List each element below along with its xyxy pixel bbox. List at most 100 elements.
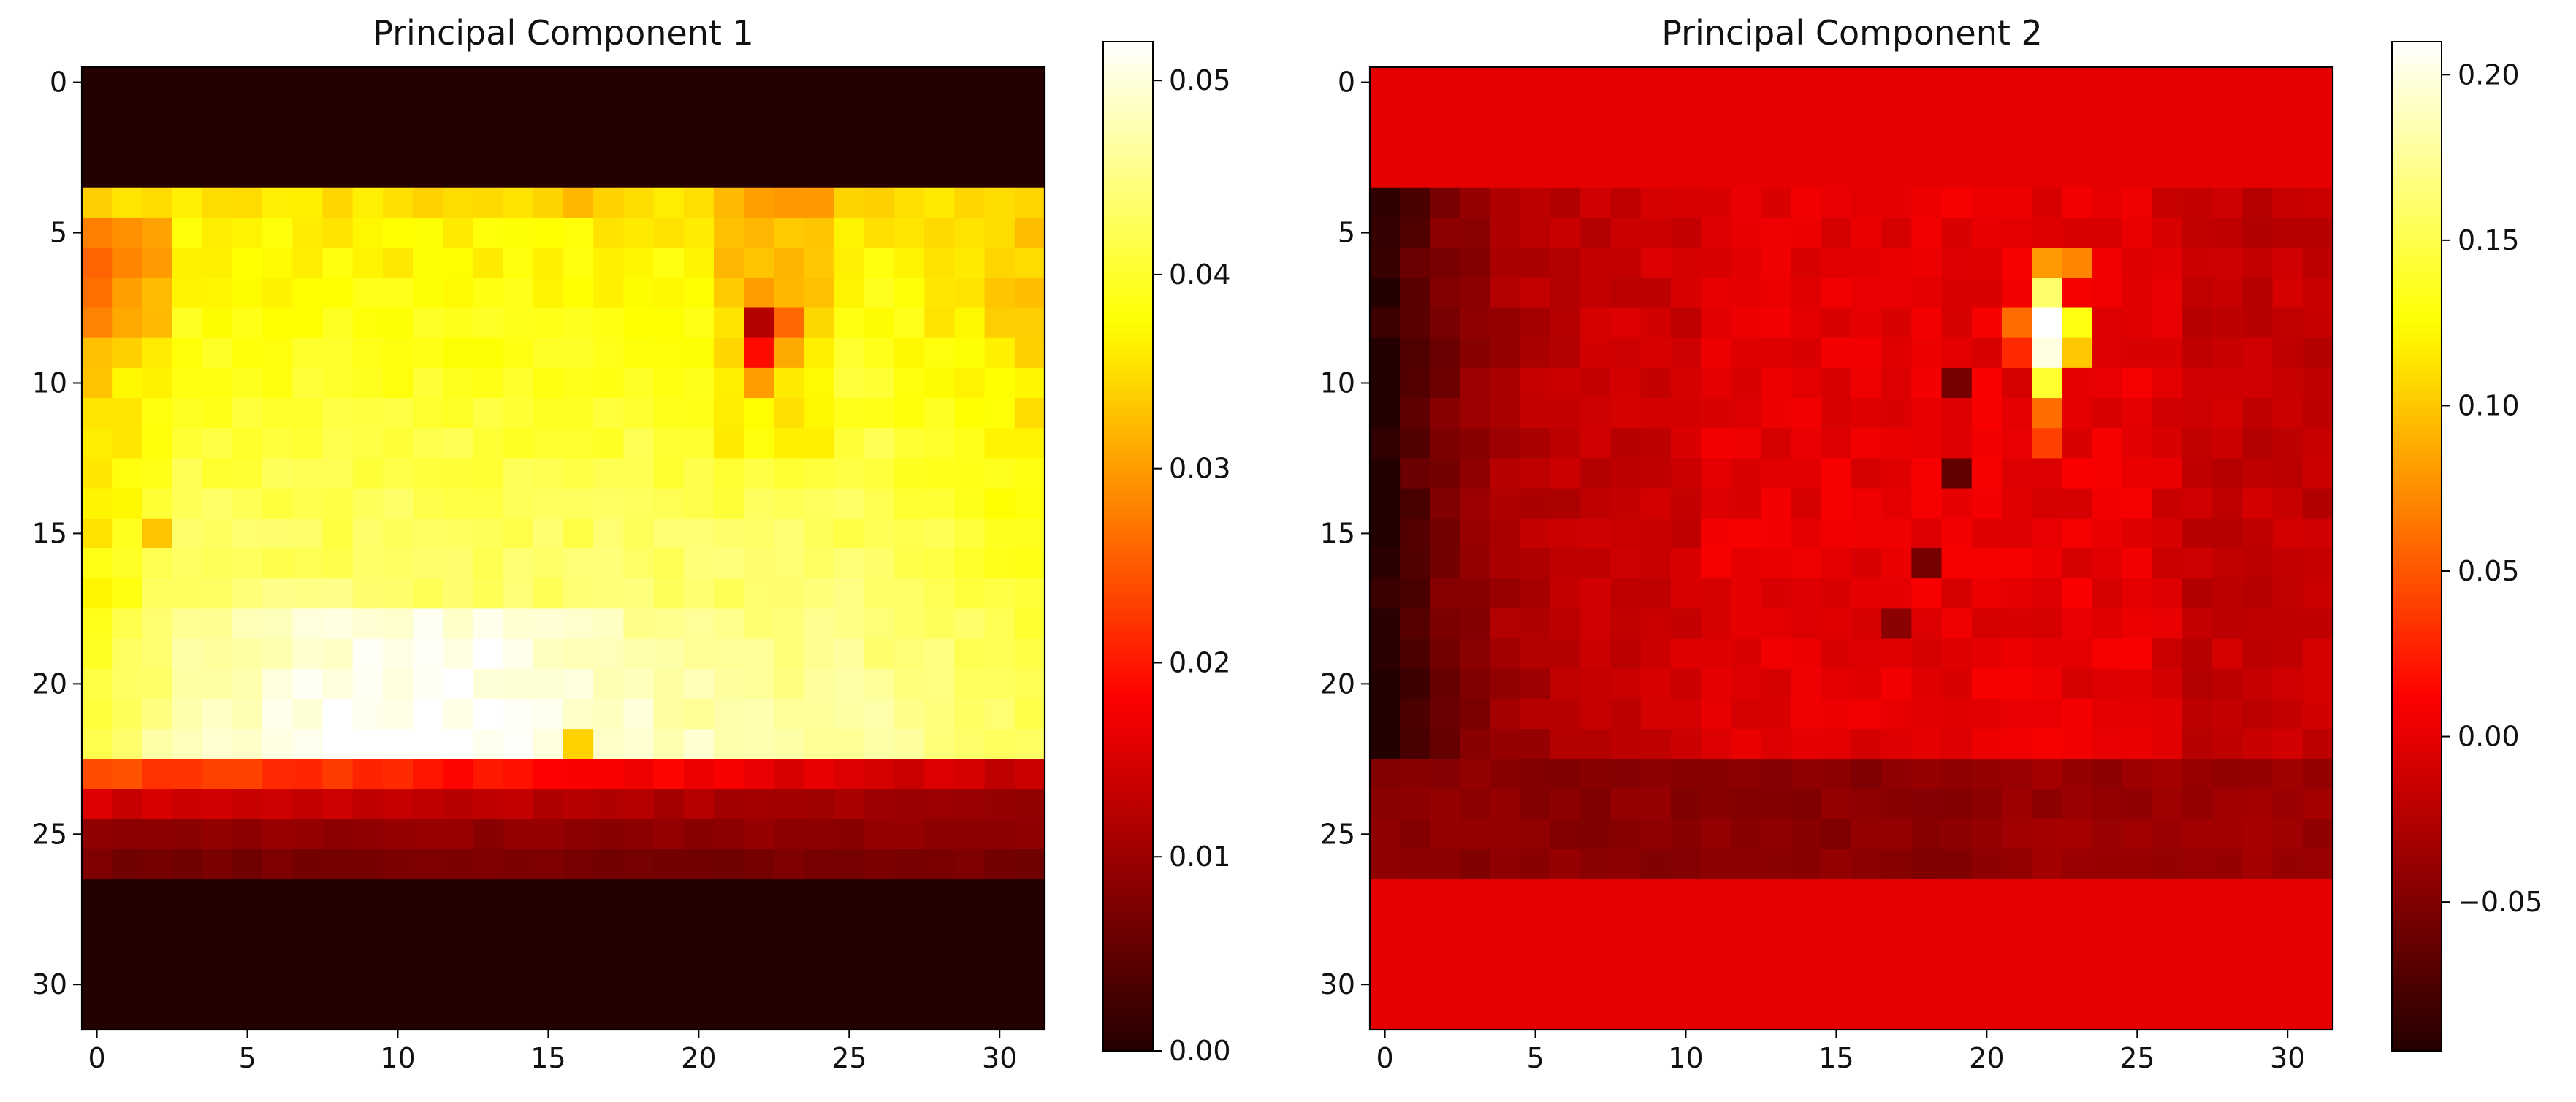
- heatmap-cell: [2152, 217, 2183, 248]
- heatmap-cell: [382, 157, 414, 188]
- heatmap-cell: [954, 698, 986, 730]
- heatmap-cell: [382, 187, 414, 218]
- heatmap-cell: [82, 939, 113, 971]
- heatmap-cell: [864, 939, 895, 971]
- heatmap-cell: [1460, 157, 1491, 188]
- heatmap-cell: [413, 909, 443, 941]
- heatmap-cell: [834, 729, 865, 759]
- heatmap-cell: [653, 759, 685, 790]
- heatmap-cell: [202, 67, 233, 98]
- heatmap-cell: [322, 518, 354, 549]
- heatmap-cell: [1520, 578, 1551, 609]
- heatmap-cell: [1791, 187, 1822, 218]
- heatmap-cell: [1490, 248, 1521, 278]
- heatmap-cell: [653, 849, 685, 880]
- heatmap-cell: [1670, 278, 1702, 309]
- heatmap-cell: [774, 909, 805, 941]
- heatmap-cell: [834, 759, 865, 790]
- heatmap-cell: [112, 849, 142, 880]
- heatmap-cell: [1761, 307, 1792, 339]
- colorbar-tick-label: 0.05: [2458, 555, 2520, 587]
- heatmap-cell: [1400, 278, 1430, 309]
- heatmap-cell: [1971, 127, 2003, 158]
- heatmap-cell: [1640, 548, 1672, 579]
- heatmap-cell: [262, 307, 293, 339]
- heatmap-cell: [142, 307, 173, 339]
- heatmap-cell: [2212, 729, 2244, 759]
- heatmap-cell: [894, 458, 925, 489]
- x-tick-label: 15: [1818, 1042, 1853, 1074]
- heatmap-cell: [713, 789, 744, 820]
- heatmap-cell: [112, 157, 142, 188]
- heatmap-cell: [382, 127, 414, 158]
- heatmap-cell: [1731, 729, 1762, 759]
- heatmap-cell: [473, 97, 504, 128]
- heatmap-cell: [864, 307, 895, 339]
- heatmap-cell: [924, 548, 956, 579]
- heatmap-cell: [2152, 969, 2183, 1000]
- heatmap-cell: [1520, 248, 1551, 278]
- heatmap-cell: [382, 879, 414, 910]
- heatmap-cell: [2212, 458, 2244, 489]
- heatmap-cell: [262, 187, 293, 218]
- heatmap-cell: [1580, 458, 1612, 489]
- heatmap-cell: [533, 819, 564, 850]
- heatmap-cell: [1580, 608, 1612, 640]
- heatmap-cell: [1014, 698, 1045, 730]
- heatmap-cell: [623, 157, 655, 188]
- heatmap-cell: [1911, 248, 1943, 278]
- heatmap-cell: [443, 789, 474, 820]
- heatmap-cell: [593, 759, 624, 790]
- heatmap-cell: [2122, 428, 2153, 459]
- heatmap-cell: [2032, 157, 2062, 188]
- heatmap-cell: [1911, 278, 1943, 309]
- heatmap-cell: [1490, 157, 1521, 188]
- heatmap-cell: [2242, 488, 2274, 519]
- heatmap-cell: [473, 67, 504, 98]
- heatmap-cell: [954, 518, 986, 549]
- heatmap-cell: [1971, 518, 2003, 549]
- heatmap-cell: [112, 307, 142, 339]
- heatmap-cell: [1761, 789, 1792, 820]
- heatmap-cell: [984, 608, 1015, 640]
- heatmap-cell: [563, 729, 594, 759]
- heatmap-cell: [1520, 638, 1551, 670]
- heatmap-cell: [1761, 939, 1792, 971]
- heatmap-cell: [2092, 157, 2123, 188]
- heatmap-cell: [1370, 248, 1401, 278]
- heatmap-cell: [2272, 789, 2303, 820]
- heatmap-cell: [1731, 969, 1762, 1000]
- heatmap-cell: [1610, 428, 1642, 459]
- heatmap-cell: [1821, 608, 1852, 640]
- heatmap-cell: [1851, 729, 1882, 759]
- heatmap-cell: [2092, 428, 2123, 459]
- heatmap-cell: [533, 307, 564, 339]
- heatmap-cell: [2001, 819, 2032, 850]
- heatmap-cell: [593, 969, 624, 1000]
- heatmap-cell: [1370, 999, 1401, 1030]
- heatmap-cell: [1580, 578, 1612, 609]
- heatmap-cell: [172, 398, 203, 429]
- heatmap-cell: [984, 458, 1015, 489]
- heatmap-cell: [2092, 307, 2123, 339]
- heatmap-cell: [2032, 729, 2062, 759]
- heatmap-cell: [1791, 969, 1822, 1000]
- heatmap-cell: [1911, 127, 1943, 158]
- heatmap-cell: [984, 819, 1015, 850]
- heatmap-cell: [2212, 97, 2244, 128]
- heatmap-cell: [82, 127, 113, 158]
- heatmap-cell: [2302, 939, 2333, 971]
- heatmap-cell: [2302, 217, 2333, 248]
- heatmap-cell: [503, 819, 534, 850]
- heatmap-cell: [232, 759, 263, 790]
- heatmap-cell: [382, 548, 414, 579]
- heatmap-cell: [292, 638, 324, 670]
- heatmap-cell: [1971, 278, 2003, 309]
- heatmap-cell: [533, 428, 564, 459]
- heatmap-cell: [1941, 969, 1973, 1000]
- heatmap-cell: [1761, 608, 1792, 640]
- heatmap-cell: [984, 698, 1015, 730]
- heatmap-cell: [1971, 608, 2003, 640]
- heatmap-cell: [2272, 187, 2303, 218]
- heatmap-cell: [1670, 939, 1702, 971]
